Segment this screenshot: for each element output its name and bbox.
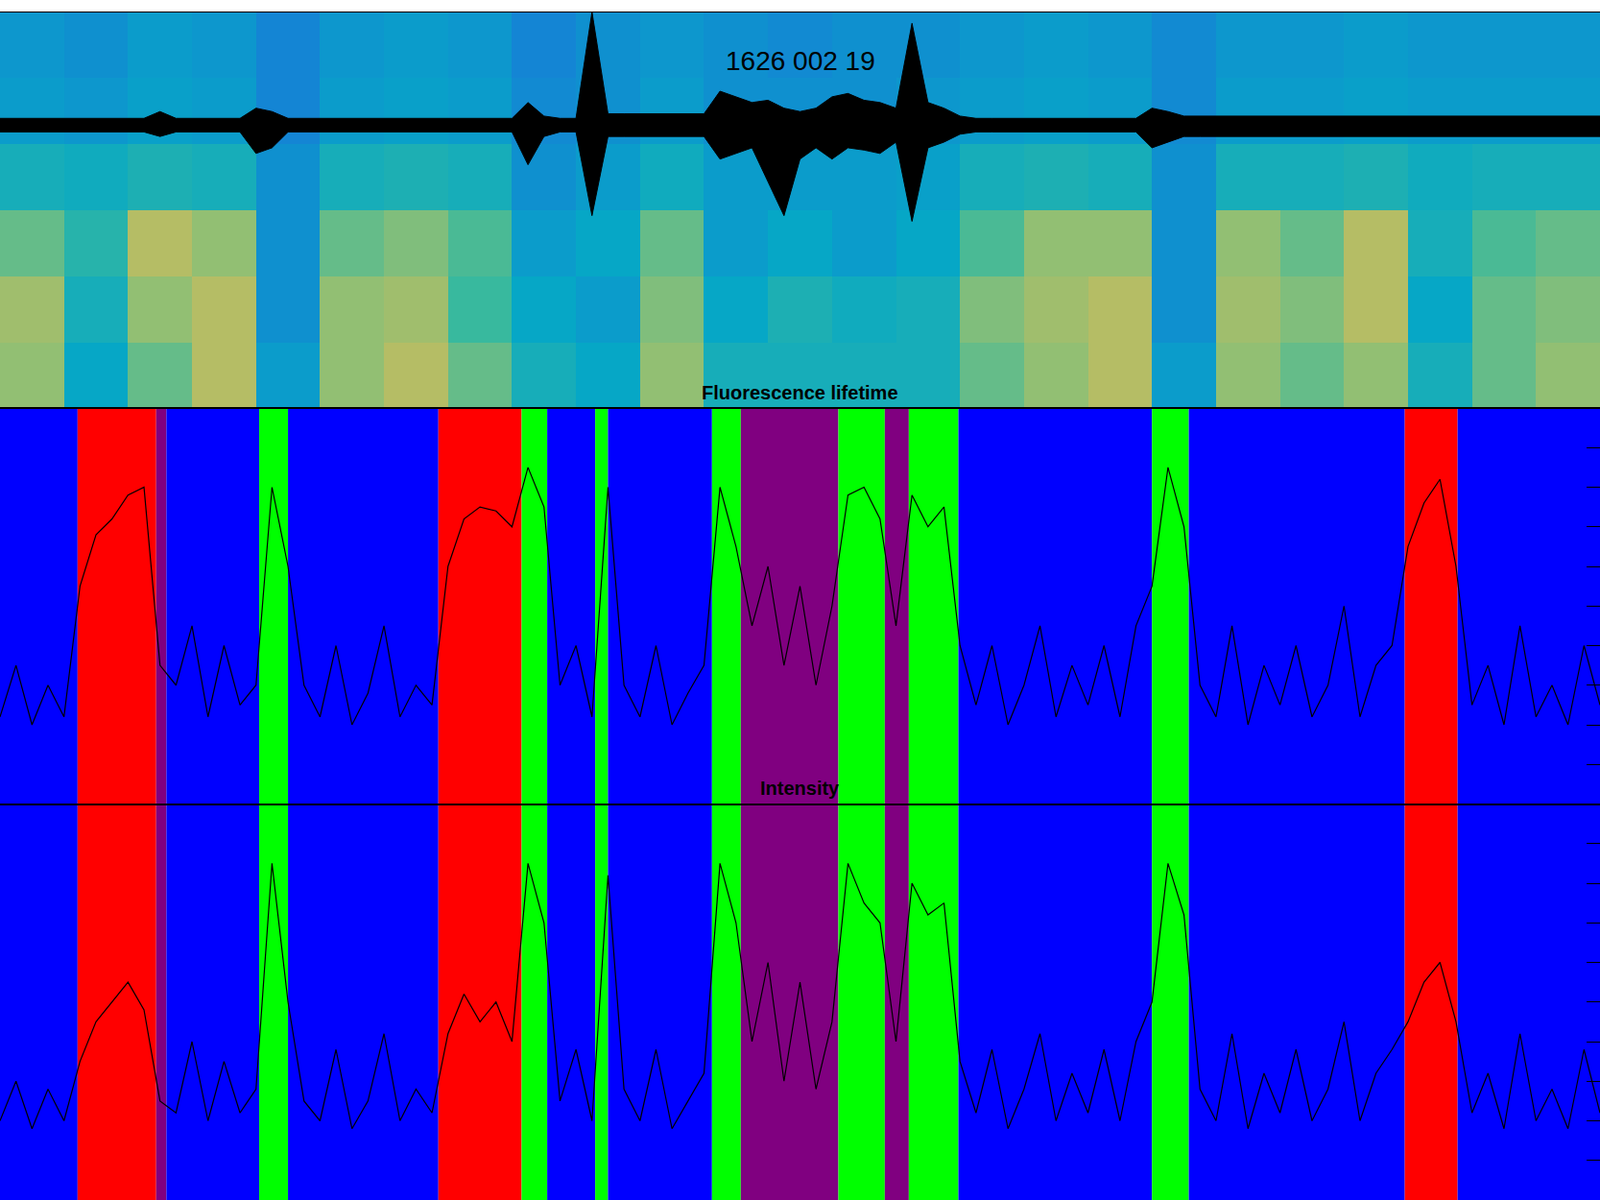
svg-text:1626 002 19: 1626 002 19 [725,46,876,76]
svg-text:Intensity: Intensity [760,777,840,799]
svg-text:Fluorescence lifetime: Fluorescence lifetime [701,382,899,404]
